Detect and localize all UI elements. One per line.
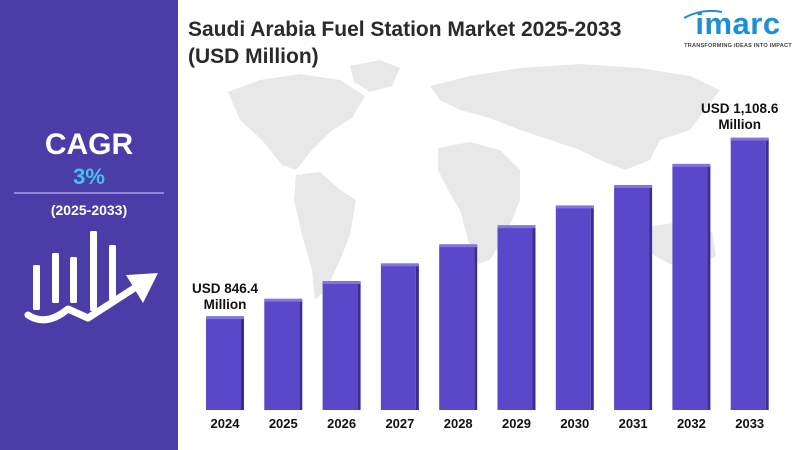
x-tick-label: 2025 bbox=[269, 416, 298, 431]
bar-2030 bbox=[555, 205, 594, 410]
last-value-line2: Million bbox=[718, 116, 762, 132]
x-tick-label: 2027 bbox=[385, 416, 414, 431]
bar-body bbox=[555, 206, 591, 410]
bar-shade bbox=[532, 226, 536, 410]
x-tick-label: 2033 bbox=[735, 416, 764, 431]
bar-body bbox=[264, 299, 300, 410]
bar-top bbox=[614, 184, 653, 188]
bar-2027 bbox=[380, 263, 419, 410]
x-tick-label: 2026 bbox=[327, 416, 356, 431]
x-tick-label: 2028 bbox=[444, 416, 473, 431]
first-value-annotation: USD 846.4 Million bbox=[165, 281, 285, 313]
bar-2032 bbox=[672, 163, 711, 410]
first-value-line1: USD 846.4 bbox=[191, 281, 259, 297]
first-value-line2: Million bbox=[203, 297, 247, 313]
bar-shade bbox=[241, 317, 244, 410]
bar-top bbox=[439, 244, 478, 248]
x-tick-label: 2030 bbox=[560, 416, 589, 431]
last-value-line1: USD 1,108.6 bbox=[701, 100, 779, 116]
bar-2024 bbox=[206, 316, 244, 410]
world-map-background bbox=[228, 60, 720, 300]
bar-shade bbox=[299, 299, 303, 410]
cagr-sidebar: CAGR 3% (2025-2033) bbox=[0, 0, 178, 450]
bar-top bbox=[264, 298, 303, 302]
bar-body bbox=[672, 164, 708, 410]
bar-top bbox=[555, 205, 594, 209]
bar-body bbox=[730, 138, 766, 410]
bar-shade bbox=[649, 185, 653, 410]
bar-2031 bbox=[614, 184, 653, 410]
cagr-value: 3% bbox=[73, 164, 105, 189]
bar-top bbox=[380, 263, 419, 267]
bar-top bbox=[672, 163, 711, 167]
bar-2028 bbox=[439, 244, 478, 410]
bar-body bbox=[206, 317, 241, 410]
bar-body bbox=[497, 226, 533, 410]
cagr-divider bbox=[14, 192, 164, 194]
logo-tagline: TRANSFORMING IDEAS INTO IMPACT bbox=[684, 43, 792, 49]
bar-body bbox=[439, 245, 475, 410]
bar-body bbox=[380, 264, 416, 410]
bar-top bbox=[730, 137, 769, 141]
logo-swoosh-icon bbox=[683, 9, 723, 19]
imarc-logo: imarc TRANSFORMING IDEAS INTO IMPACT bbox=[682, 6, 794, 54]
bar-top bbox=[497, 225, 536, 229]
bar-top bbox=[322, 280, 361, 284]
x-tick-label: 2031 bbox=[619, 416, 648, 431]
bar-shade bbox=[765, 138, 769, 410]
cagr-period: (2025-2033) bbox=[50, 202, 128, 218]
growth-chart-icon bbox=[24, 231, 158, 324]
x-tick-label: 2024 bbox=[211, 416, 241, 431]
bar-shade bbox=[707, 164, 711, 410]
bar-shade bbox=[590, 206, 594, 410]
bar-2026 bbox=[322, 280, 361, 410]
x-tick-label: 2032 bbox=[677, 416, 706, 431]
bar-2025 bbox=[264, 298, 303, 410]
x-tick-label: 2029 bbox=[502, 416, 531, 431]
bar-body bbox=[614, 185, 650, 410]
bar-2029 bbox=[497, 225, 536, 410]
last-value-annotation: USD 1,108.6 Million bbox=[680, 101, 800, 133]
bar-2033 bbox=[730, 137, 769, 410]
chart-title: Saudi Arabia Fuel Station Market 2025-20… bbox=[188, 18, 622, 68]
bar-body bbox=[322, 281, 358, 410]
bar-shade bbox=[415, 264, 419, 410]
bar-shade bbox=[357, 281, 361, 410]
bar-top bbox=[206, 316, 244, 320]
bar-shade bbox=[474, 245, 478, 410]
cagr-label: CAGR bbox=[44, 128, 134, 161]
